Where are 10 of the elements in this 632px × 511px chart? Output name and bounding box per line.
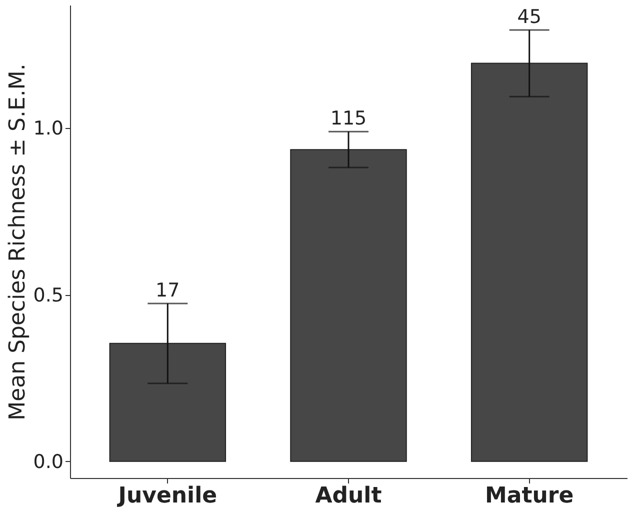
annotation: 115 [330, 108, 367, 130]
x-tick-label: Mature [485, 484, 574, 508]
y-tick-label: 0.0 [33, 450, 64, 473]
x-tick-label: Adult [315, 484, 382, 508]
annotation: 17 [156, 279, 180, 302]
y-tick-label: 0.5 [33, 284, 64, 306]
y-axis-title: Mean Species Richness ± S.E.M. [5, 64, 30, 420]
y-tick-label: 1.0 [33, 118, 64, 140]
annotation: 45 [517, 6, 542, 28]
x-tick-label: Juvenile [116, 484, 218, 508]
